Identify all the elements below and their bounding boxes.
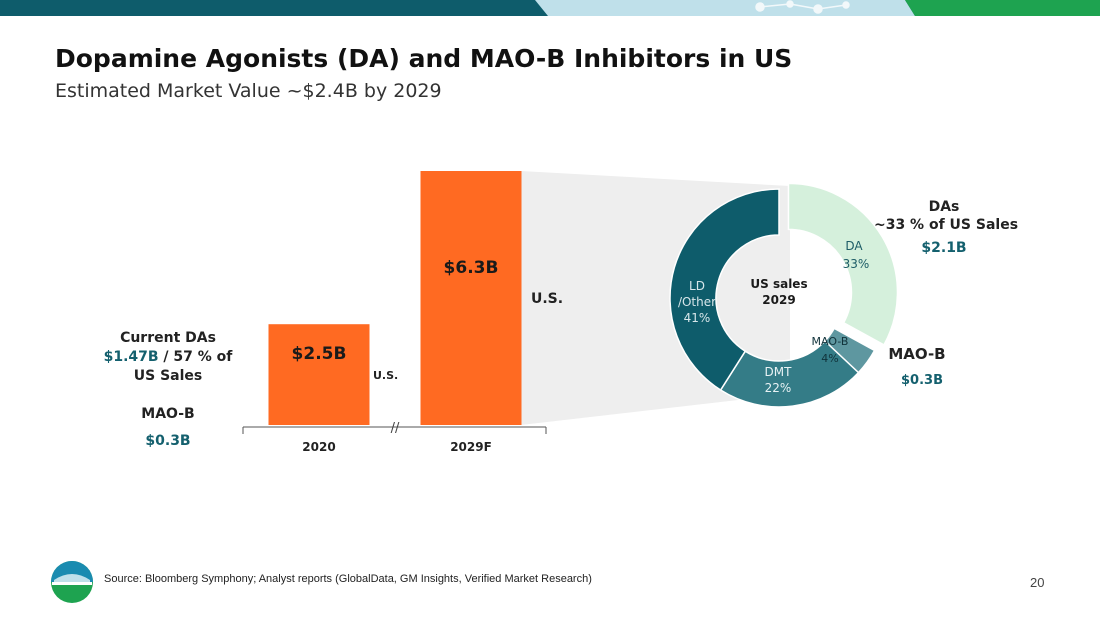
us-segment-label-2029f: U.S. xyxy=(531,291,563,307)
axis-break-mark: // xyxy=(391,421,400,436)
current-das-us-sales: US Sales xyxy=(134,368,202,384)
maob-2020-value: $0.3B xyxy=(145,433,190,449)
slice-label-dmt-name: DMT xyxy=(765,365,793,379)
bar-value-label-2020: $2.5B xyxy=(292,344,347,364)
slice-label-maob-value: 4% xyxy=(821,352,838,365)
current-das-amount-line: $1.47B / 57 % of xyxy=(104,349,234,365)
maob-2020-label: MAO-B xyxy=(141,406,194,422)
bar-2020 xyxy=(268,324,370,425)
page-title: Dopamine Agonists (DA) and MAO-B Inhibit… xyxy=(55,44,793,73)
das-2029-label: DAs xyxy=(929,199,960,215)
us-segment-label-2020: U.S. xyxy=(373,369,398,382)
source-note: Source: Bloomberg Symphony; Analyst repo… xyxy=(104,573,592,585)
current-das-label: Current DAs xyxy=(120,330,216,346)
x-tick-label-2029f: 2029F xyxy=(450,440,492,454)
slice-label-da-name: DA xyxy=(845,239,863,253)
das-2029-value: $2.1B xyxy=(921,240,966,256)
molecule-icon xyxy=(755,0,850,14)
current-das-amount: $1.47B xyxy=(104,349,159,365)
current-das-share: / 57 % of xyxy=(159,349,234,365)
das-2029-share: ~33 % of US Sales xyxy=(874,217,1018,233)
slice-label-dmt-value: 22% xyxy=(765,381,792,395)
x-tick-label-2020: 2020 xyxy=(302,440,335,454)
donut-center-label-line2: 2029 xyxy=(762,293,795,307)
donut-slice-ld-other xyxy=(669,188,780,392)
top-banner xyxy=(0,0,1100,16)
company-logo xyxy=(51,561,93,603)
slice-label-ld-value: 41% xyxy=(684,311,711,325)
slice-label-da-value: 33% xyxy=(843,257,870,271)
bar-2029f xyxy=(420,171,522,425)
page-subtitle: Estimated Market Value ~$2.4B by 2029 xyxy=(55,80,442,102)
slice-label-maob-name: MAO-B xyxy=(812,335,849,348)
page-number: 20 xyxy=(1030,575,1045,590)
maob-2029-label: MAO-B xyxy=(888,345,945,363)
maob-2029-value: $0.3B xyxy=(901,373,943,388)
slice-label-ld-line1: LD xyxy=(689,279,705,293)
slice-label-ld-line2: /Other xyxy=(678,295,716,309)
banner-green-band xyxy=(905,0,1100,16)
donut-center-label-line1: US sales xyxy=(750,277,807,291)
bar-value-label-2029f: $6.3B xyxy=(444,258,499,278)
donut-slice-da xyxy=(787,182,899,346)
